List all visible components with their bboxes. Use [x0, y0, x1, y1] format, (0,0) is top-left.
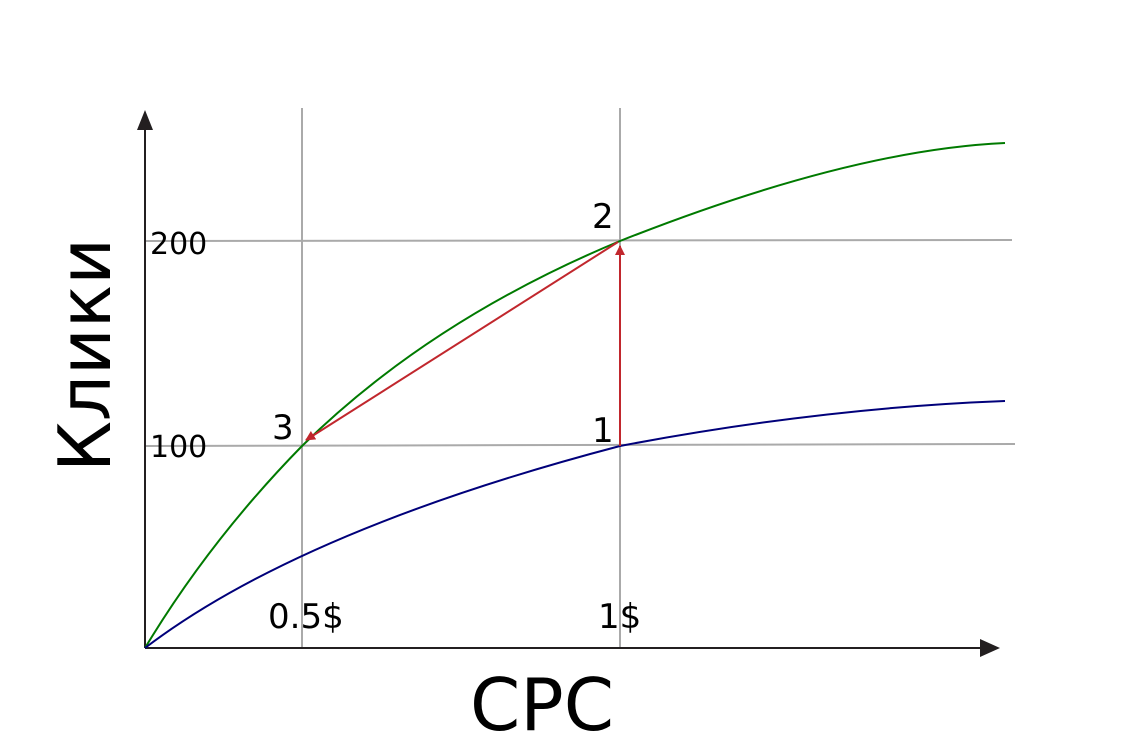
y-axis-label: Клики — [43, 238, 127, 472]
grid-line — [144, 443, 1016, 447]
y-tick-label: 200 — [150, 227, 207, 262]
x-tick-label: 0.5$ — [268, 597, 344, 637]
point-label: 3 — [272, 408, 294, 448]
y-axis-arrow — [137, 110, 153, 130]
arrow-left — [305, 241, 619, 441]
y-tick-label: 100 — [150, 430, 207, 465]
curve-blue — [144, 400, 1006, 649]
curve-green — [144, 142, 1006, 649]
x-axis-arrow — [980, 639, 1000, 657]
point-label: 1 — [592, 411, 614, 451]
x-axis-label: CPC — [470, 663, 614, 747]
grid-line — [144, 239, 1013, 242]
x-tick-label: 1$ — [598, 597, 641, 637]
point-label: 2 — [592, 197, 614, 237]
